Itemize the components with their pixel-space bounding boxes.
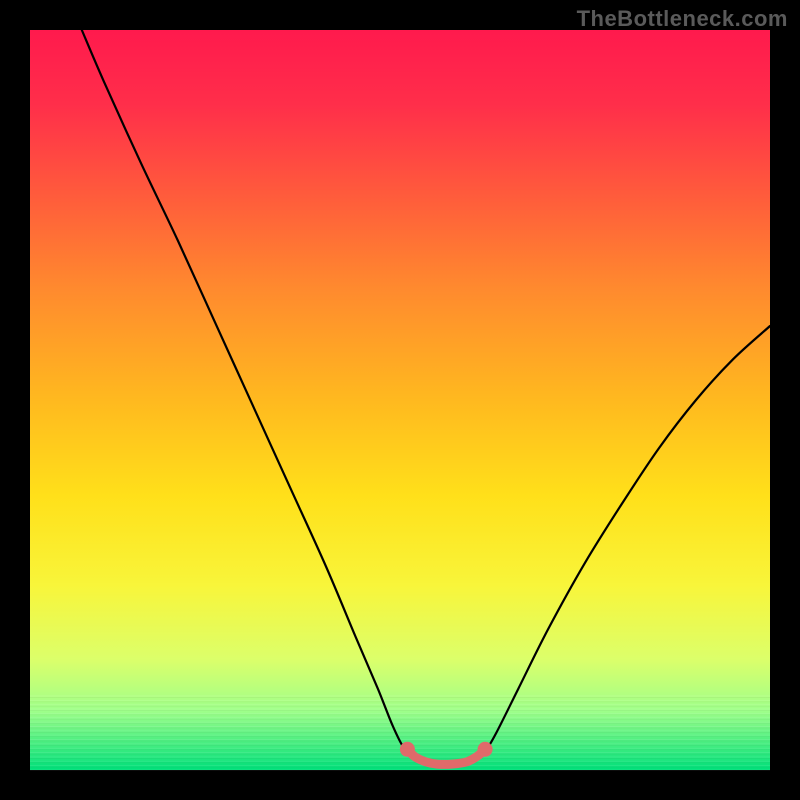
watermark-text: TheBottleneck.com: [577, 6, 788, 32]
chart-svg: [0, 0, 800, 800]
plot-background: [30, 30, 770, 770]
highlight-end-left: [400, 742, 415, 757]
chart-frame: TheBottleneck.com: [0, 0, 800, 800]
highlight-end-right: [478, 742, 493, 757]
